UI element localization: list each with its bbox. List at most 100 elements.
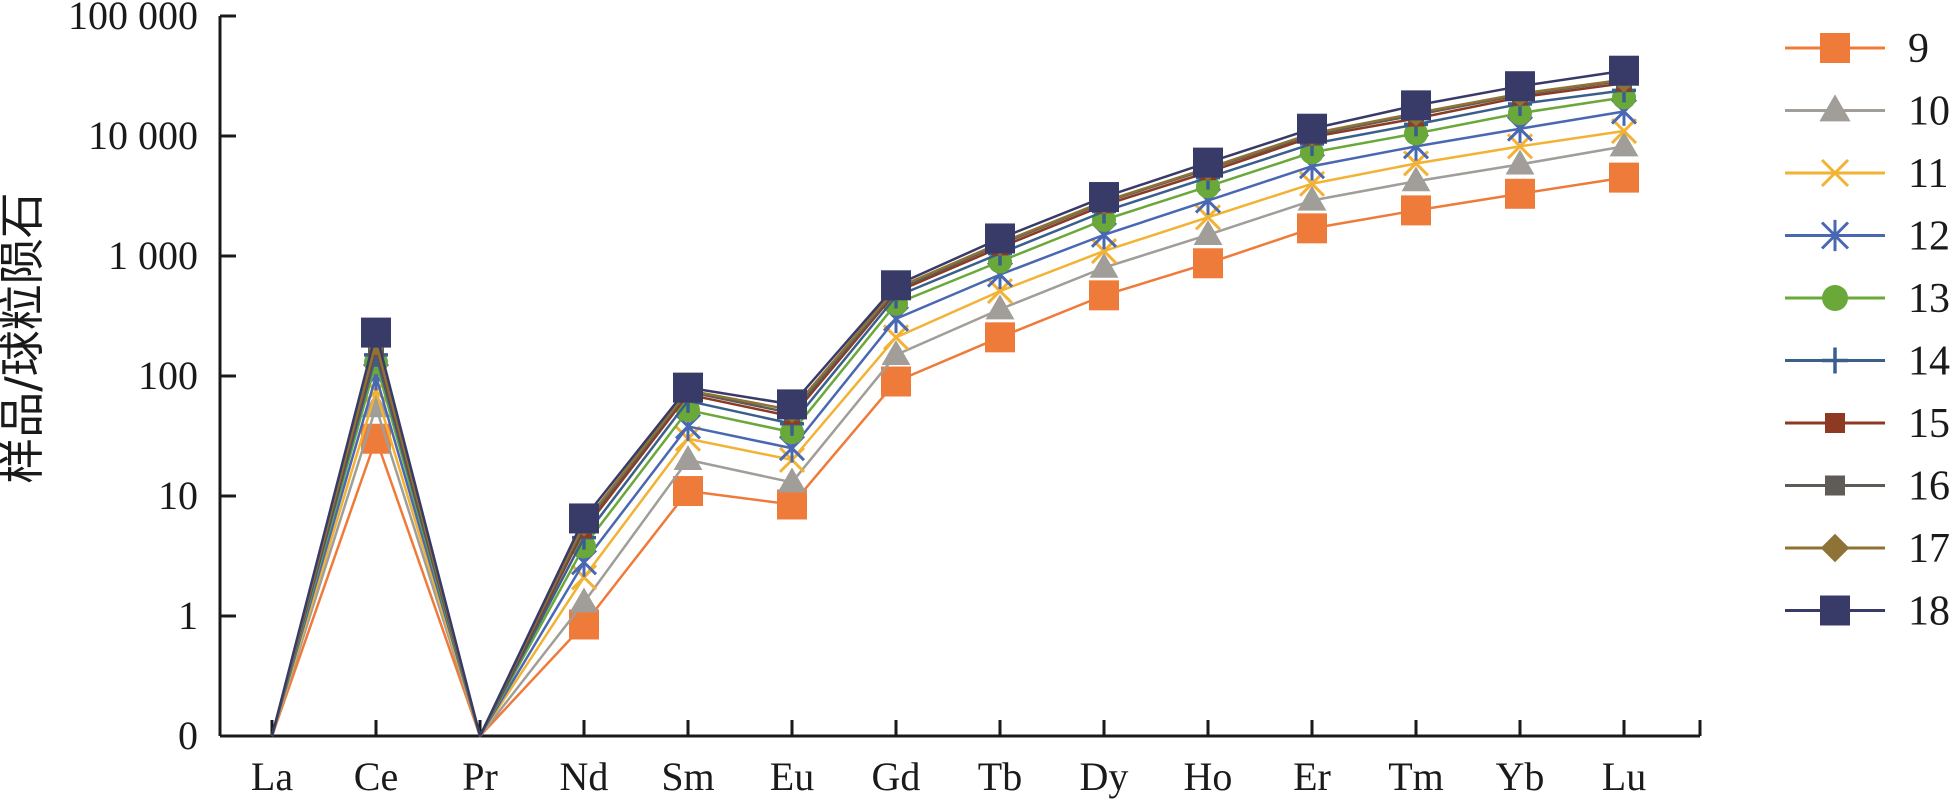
data-point [777,467,807,493]
data-point [1401,90,1431,121]
data-point [1505,178,1535,209]
series-line [270,129,1625,738]
y-tick-label: 100 000 [68,0,198,38]
x-tick-label: Tb [978,754,1022,799]
legend-marker [1822,285,1848,311]
series-layer [270,55,1639,738]
legend-entry-12: 12 [1785,214,1950,260]
legend-entry-9: 9 [1785,26,1929,72]
series-9 [270,162,1639,738]
legend-label: 17 [1908,526,1950,572]
legend-marker [1819,94,1851,122]
data-point [1089,182,1119,213]
legend-label: 13 [1908,276,1950,322]
data-point [673,476,703,507]
data-point [569,503,599,534]
y-tick-label: 100 [138,353,198,398]
series-11 [270,117,1638,738]
data-point [881,270,911,301]
data-point [1505,149,1535,175]
x-tick-label: Eu [770,754,814,799]
data-point [1297,185,1327,211]
legend-label: 16 [1908,464,1950,510]
y-tick-label: 0 [178,713,198,758]
legend-entry-11: 11 [1785,151,1948,197]
series-line [270,69,1625,738]
data-point [1609,131,1639,157]
data-point [1089,280,1119,311]
series-line [270,96,1625,738]
data-point [673,444,703,470]
legend-marker [1820,158,1850,188]
legend-marker [1820,33,1850,63]
y-tick-label: 10 000 [88,113,198,158]
series-16 [270,72,1632,738]
legend-marker [1825,475,1845,496]
data-point [1297,113,1327,144]
data-point [673,372,703,403]
data-point [1193,147,1223,178]
data-point [1401,166,1431,192]
legend-entry-13: 13 [1785,276,1950,322]
x-tick-label: La [251,754,293,799]
data-point [569,587,599,613]
x-tick-label: Yb [1496,754,1545,799]
data-point [881,366,911,397]
data-point [1401,195,1431,226]
legend-marker [1822,347,1848,374]
series-line [270,176,1625,738]
series-line [270,110,1625,738]
data-point [985,322,1015,353]
legend-marker [1820,595,1850,626]
data-point [1193,219,1223,245]
data-point [1089,252,1119,278]
y-axis-label: 样品/球粒陨石 [0,192,49,484]
legend-entry-16: 16 [1785,464,1950,510]
x-tick-label: Nd [560,754,609,799]
legend-entry-15: 15 [1785,401,1950,447]
data-point [1609,55,1639,86]
data-point [1609,162,1639,193]
y-tick-label: 1 [178,593,198,638]
legend-label: 15 [1908,401,1950,447]
data-point [361,317,391,348]
legend-label: 11 [1908,151,1948,197]
legend-marker [1825,413,1845,433]
series-14 [270,78,1636,738]
x-tick-label: Er [1293,754,1331,799]
data-point [1193,248,1223,279]
legend: 9 10 11 12 13 14 15 16 17 18 [1785,26,1950,635]
data-point [985,294,1015,320]
legend-entry-10: 10 [1785,89,1950,135]
legend-label: 9 [1908,26,1929,72]
y-axis-ticks: 0 1 10 100 1 000 10 000 100 000 [68,0,236,758]
y-tick-label: 1 000 [108,233,198,278]
data-point [777,489,807,520]
x-tick-label: Lu [1602,754,1646,799]
legend-marker [1820,219,1850,252]
legend-label: 12 [1908,214,1950,260]
x-tick-label: Sm [661,754,714,799]
data-point [1297,213,1327,244]
legend-entry-18: 18 [1785,589,1950,635]
data-point [1505,71,1535,102]
x-tick-label: Pr [462,754,498,799]
series-line [270,145,1625,738]
x-tick-label: Gd [872,754,921,799]
y-tick-label: 10 [158,473,198,518]
series-17 [270,66,1638,738]
x-tick-label: Tm [1388,754,1444,799]
legend-label: 14 [1908,339,1950,385]
legend-label: 10 [1908,89,1950,135]
legend-label: 18 [1908,589,1950,635]
legend-marker [1820,533,1850,563]
data-point [1610,117,1638,145]
x-axis-ticks: La Ce Pr Nd Sm Eu Gd Tb Dy Ho Er Tm Yb Lu [251,720,1702,799]
data-point [777,389,807,420]
series-10 [270,131,1639,738]
legend-entry-14: 14 [1785,339,1950,385]
x-tick-label: Ho [1184,754,1233,799]
series-18 [270,55,1639,738]
data-point [881,339,911,365]
